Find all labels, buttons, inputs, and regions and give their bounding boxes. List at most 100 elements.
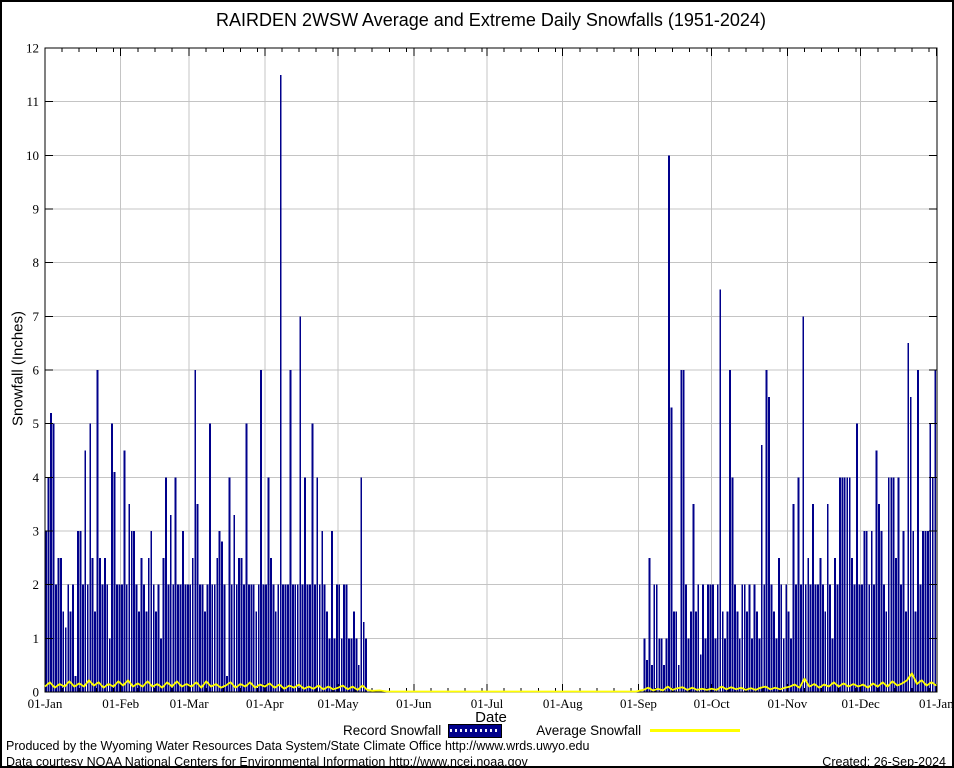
record-bar: [52, 423, 55, 692]
record-bar: [138, 611, 140, 692]
record-bar: [716, 584, 719, 692]
record-bar: [650, 665, 653, 692]
x-tick-label: 01-Oct: [694, 696, 730, 711]
record-bar: [665, 638, 668, 692]
record-bar: [111, 423, 114, 692]
record-bar: [824, 611, 827, 692]
record-bar: [77, 531, 79, 692]
record-bar: [892, 477, 895, 692]
average-line: [44, 672, 937, 693]
record-bar: [841, 477, 844, 692]
record-bar: [116, 584, 118, 692]
record-bar: [790, 638, 792, 692]
record-bar: [248, 584, 250, 692]
record-bar: [760, 445, 763, 692]
record-bar: [648, 557, 651, 692]
record-bar: [821, 584, 824, 692]
record-bar: [738, 638, 741, 692]
record-bar: [194, 370, 197, 692]
record-bar: [775, 638, 778, 692]
record-bar: [340, 638, 343, 692]
record-bar: [812, 504, 814, 692]
record-bar: [902, 531, 905, 692]
record-bar: [763, 584, 766, 692]
record-bar: [274, 611, 277, 692]
record-bar: [746, 611, 749, 692]
record-bar: [860, 584, 863, 692]
record-bar: [758, 638, 761, 692]
record-bar: [909, 396, 912, 692]
record-bar: [780, 584, 783, 692]
record-bar: [831, 638, 834, 692]
record-snowfall-swatch: [448, 723, 503, 738]
record-bar: [709, 584, 712, 692]
record-bar: [814, 584, 817, 692]
record-bar: [287, 584, 289, 692]
record-bar: [694, 611, 697, 692]
record-bar: [782, 638, 785, 692]
record-bar: [123, 450, 126, 692]
record-bar: [348, 638, 350, 692]
record-bar: [357, 665, 360, 692]
record-bar: [685, 584, 687, 692]
record-bar: [797, 477, 800, 692]
y-tick-label: 3: [33, 524, 40, 539]
y-tick-label: 9: [33, 202, 40, 217]
record-bar: [72, 584, 74, 692]
record-bar: [145, 611, 148, 692]
record-bar: [743, 584, 746, 692]
record-bar: [802, 316, 805, 692]
record-bar: [731, 477, 734, 692]
record-bar: [804, 584, 807, 692]
record-bar: [294, 584, 297, 692]
record-bar: [675, 611, 678, 692]
record-bar: [130, 531, 133, 692]
record-bar: [57, 557, 60, 692]
record-bar: [777, 557, 780, 692]
record-bar: [86, 584, 89, 692]
record-bar: [282, 584, 285, 692]
record-bar: [873, 584, 876, 692]
record-bar: [712, 584, 714, 692]
y-tick-label: 11: [26, 94, 39, 109]
y-tick-label: 7: [33, 309, 40, 324]
record-bar: [914, 611, 917, 692]
record-bar: [50, 412, 53, 692]
record-bar: [829, 584, 832, 692]
record-bar: [878, 504, 880, 692]
record-bar: [765, 370, 768, 692]
record-bar: [736, 611, 739, 692]
record-bar: [108, 638, 111, 692]
x-axis-label: Date: [475, 709, 507, 726]
x-tick-label: 01-May: [317, 696, 359, 711]
record-bar: [74, 675, 77, 692]
record-bar: [133, 531, 136, 692]
record-bar: [807, 557, 810, 692]
record-bar: [245, 423, 248, 692]
record-bar: [699, 654, 702, 692]
record-bar: [682, 370, 685, 692]
record-bar: [162, 557, 165, 692]
record-bar: [924, 531, 927, 692]
record-bar: [309, 584, 311, 692]
record-bar: [809, 584, 812, 692]
record-bar: [741, 584, 744, 692]
record-bar: [147, 557, 150, 692]
record-bar: [191, 557, 194, 692]
x-tick-label: 01-Jul: [471, 696, 504, 711]
record-bar: [768, 396, 771, 692]
record-bar: [174, 477, 177, 692]
record-bar: [323, 584, 326, 692]
record-bar: [311, 423, 314, 692]
record-bar: [284, 584, 287, 692]
record-bar: [240, 557, 243, 692]
record-bar: [223, 584, 226, 692]
record-bar: [169, 514, 172, 692]
record-bar: [252, 584, 255, 692]
record-bar: [882, 584, 885, 692]
x-tick-label: 01-Sep: [620, 696, 657, 711]
record-bar: [704, 638, 707, 692]
y-tick-label: 4: [33, 470, 40, 485]
record-bar: [843, 477, 846, 692]
